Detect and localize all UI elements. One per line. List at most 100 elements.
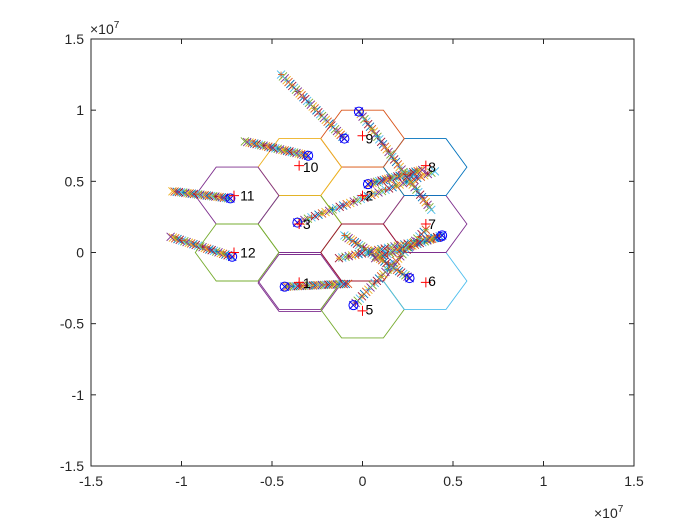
cell-label-5: 5 <box>366 301 374 317</box>
label-marker <box>294 277 305 288</box>
track-point <box>170 187 179 196</box>
track-point <box>370 253 380 263</box>
track-point <box>240 137 250 146</box>
track-12 <box>370 230 448 263</box>
track-endpoint <box>348 300 359 311</box>
hex-cell-c0 <box>320 223 405 282</box>
cell-label-1: 1 <box>303 275 311 291</box>
track-point-plus <box>380 141 387 148</box>
track-point <box>380 250 390 260</box>
tick-marks <box>90 38 635 467</box>
track-point <box>242 137 252 147</box>
track-endpoint <box>225 193 236 204</box>
track-endpoint <box>339 133 350 144</box>
track-endpoint <box>292 217 303 228</box>
track-endpoint-x <box>227 252 237 262</box>
label-marker <box>228 247 239 258</box>
hex-cell-12 <box>194 223 280 282</box>
track-point-plus <box>368 126 375 133</box>
track-endpoint-x <box>354 107 364 116</box>
cell-label-3: 3 <box>303 216 311 232</box>
track-point <box>358 112 367 121</box>
track-point-plus <box>402 171 409 178</box>
track-point <box>417 165 427 175</box>
track-point <box>369 127 379 137</box>
x-tick-labels: -1.5 -1 -0.5 0 0.5 1 1.5 <box>79 473 644 489</box>
track-point <box>354 240 364 250</box>
cell-label-7: 7 <box>428 216 436 232</box>
track-point-plus <box>396 163 403 170</box>
track-point <box>195 242 205 251</box>
track-point-plus <box>335 255 342 262</box>
track-point <box>380 257 389 266</box>
x-tick-label: 1 <box>540 473 548 489</box>
x-tick-label: -0.5 <box>260 473 284 489</box>
track-point <box>398 269 408 279</box>
track-point <box>386 261 395 271</box>
label-marker <box>228 190 239 201</box>
track-point <box>317 280 327 290</box>
track-endpoint <box>437 230 448 241</box>
track-point <box>343 279 353 289</box>
y-tick-label: 0 <box>76 245 84 261</box>
track-point <box>386 150 395 159</box>
y-tick-label: -1.5 <box>60 458 84 474</box>
track-point <box>391 157 401 167</box>
x-multiplier-base: ×10 <box>594 505 618 521</box>
track-point <box>175 235 185 245</box>
x-tick-label: 0.5 <box>443 473 463 489</box>
track-point <box>415 166 425 175</box>
track-point <box>402 172 412 182</box>
label-marker <box>294 160 305 171</box>
y-tick-label: 1 <box>76 102 84 118</box>
track-endpoint <box>353 106 364 117</box>
y-tick-labels: -1.5 -1 -0.5 0 0.5 1 1.5 <box>60 31 84 474</box>
label-marker <box>420 160 431 171</box>
track-endpoint-x <box>363 179 373 189</box>
track-point <box>392 265 402 275</box>
track-9 <box>353 106 436 215</box>
y-tick-label: 1.5 <box>65 31 85 47</box>
track-point <box>324 280 333 290</box>
x-multiplier-label: ×107 <box>594 504 624 521</box>
track-point <box>310 280 320 290</box>
track-point-plus <box>385 148 392 155</box>
track-7 <box>276 70 350 144</box>
track-point <box>168 233 178 242</box>
track-point <box>426 205 436 215</box>
y-tick-label: -1 <box>72 387 85 403</box>
y-multiplier-label: ×107 <box>90 20 120 37</box>
track-point <box>182 237 191 247</box>
track-point <box>413 187 423 197</box>
label-marker <box>294 219 305 230</box>
track-point-plus <box>374 133 381 140</box>
cell-label-2: 2 <box>366 188 374 204</box>
track-point <box>408 180 418 189</box>
track-endpoint-x <box>437 231 447 240</box>
track-1 <box>279 279 353 292</box>
track-point-plus <box>363 118 370 125</box>
track-point <box>374 134 384 144</box>
track-point <box>209 246 219 256</box>
track-point <box>304 281 314 290</box>
track-endpoint-x <box>303 151 313 161</box>
track-point <box>168 186 177 196</box>
track-endpoint-x <box>349 300 358 310</box>
y-multiplier-exponent: 7 <box>114 20 120 31</box>
track-point <box>380 142 390 152</box>
track-point <box>430 167 440 176</box>
track-point <box>425 235 435 244</box>
cell-label-6: 6 <box>428 273 436 289</box>
x-tick-label: -1.5 <box>79 473 103 489</box>
track-point <box>419 195 429 205</box>
label-marker <box>420 277 431 288</box>
track-point-plus <box>418 194 425 201</box>
x-tick-label: -1 <box>175 473 188 489</box>
y-multiplier-base: ×10 <box>90 21 114 37</box>
label-marker <box>357 190 368 201</box>
track-point <box>403 242 412 252</box>
track-point <box>410 240 420 250</box>
x-tick-label: 0 <box>359 473 367 489</box>
